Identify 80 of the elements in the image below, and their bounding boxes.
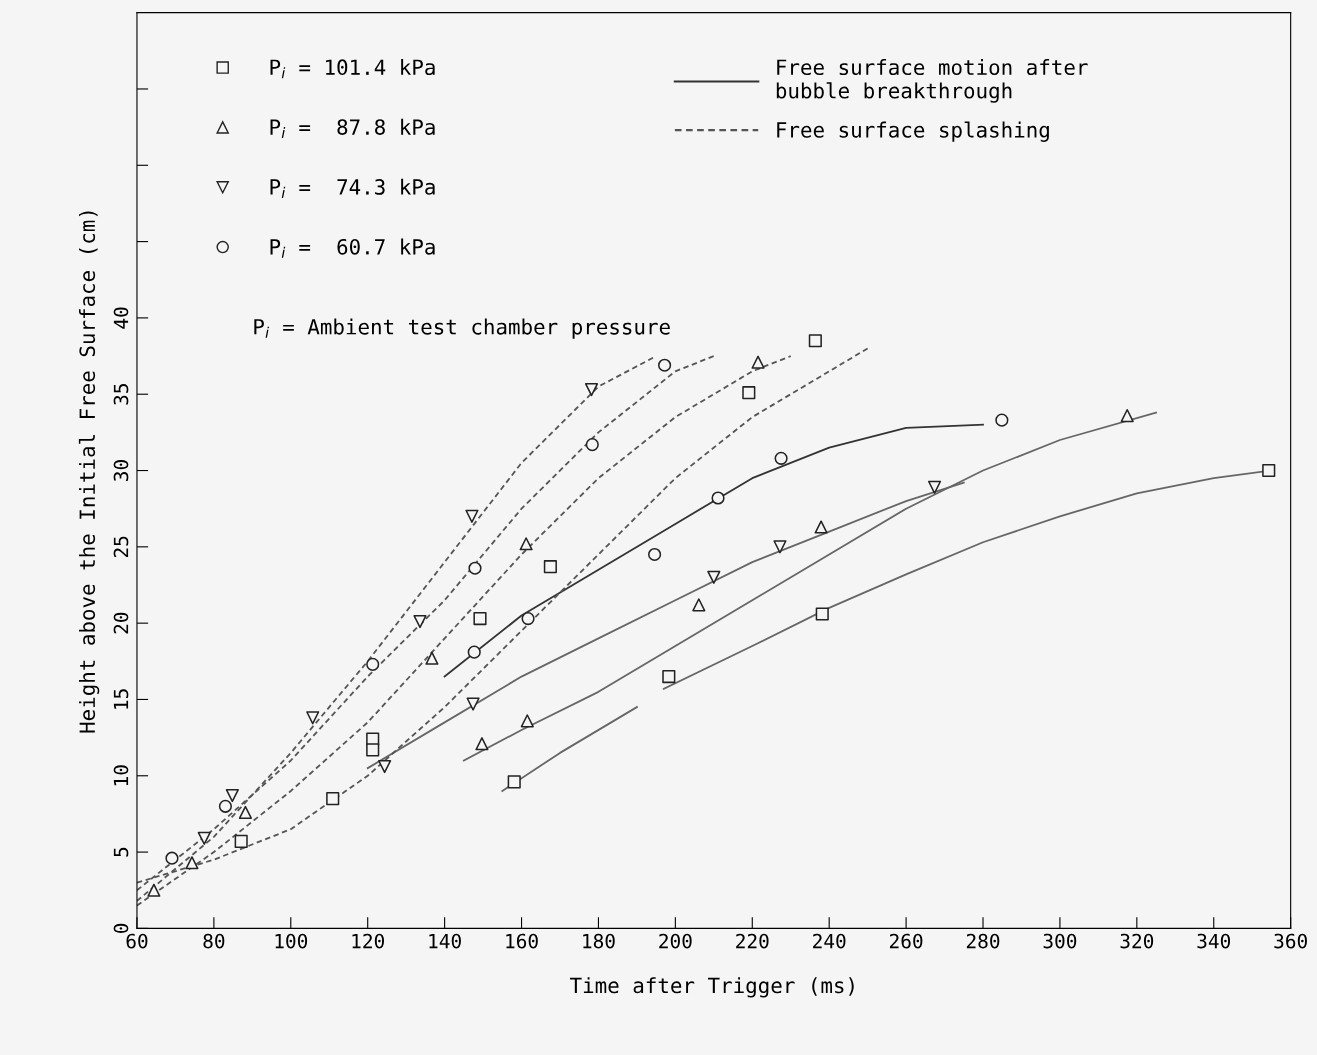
x-tick-label: 320 bbox=[1120, 933, 1154, 949]
legend-label: P$_{i}$ = 87.8 kPa bbox=[270, 118, 435, 139]
point bbox=[692, 598, 706, 612]
point bbox=[507, 775, 521, 789]
legend-label: Free surface motion after bubble breakthrough bbox=[776, 58, 1088, 103]
annotation: P$_{i}$ = Ambient test chamber pressure bbox=[254, 318, 670, 339]
y-tick-label: 10 bbox=[113, 765, 129, 786]
point bbox=[475, 737, 489, 751]
point bbox=[773, 540, 787, 554]
x-tick-label: 180 bbox=[583, 933, 615, 949]
y-tick-label: 20 bbox=[113, 612, 129, 634]
point bbox=[468, 561, 482, 575]
point bbox=[306, 711, 320, 725]
y-tick-label: 15 bbox=[113, 689, 129, 709]
y-axis-title: Height above the Initial Free Surface (cm) bbox=[78, 211, 100, 733]
point bbox=[742, 386, 756, 400]
line-series bbox=[443, 423, 984, 678]
point bbox=[774, 451, 788, 465]
point bbox=[234, 834, 248, 848]
point bbox=[197, 831, 211, 845]
y-tick-label: 40 bbox=[113, 307, 129, 329]
point bbox=[751, 355, 765, 369]
x-tick-label: 60 bbox=[126, 933, 148, 949]
point bbox=[662, 669, 676, 684]
point bbox=[707, 570, 721, 584]
legend-label: P$_{i}$ = 101.4 kPa bbox=[270, 58, 435, 79]
point bbox=[366, 657, 380, 671]
x-tick-label: 220 bbox=[736, 933, 769, 949]
y-tick-label: 25 bbox=[113, 536, 129, 558]
point bbox=[366, 743, 380, 757]
point bbox=[815, 607, 829, 621]
point bbox=[648, 547, 662, 562]
point bbox=[1120, 409, 1134, 423]
point bbox=[814, 520, 828, 534]
legend-label: Free surface splashing bbox=[777, 121, 1049, 142]
point bbox=[466, 697, 480, 711]
point bbox=[425, 651, 439, 665]
point bbox=[520, 714, 534, 728]
x-tick-label: 200 bbox=[659, 933, 692, 949]
point bbox=[543, 560, 557, 574]
point bbox=[165, 851, 179, 865]
x-tick-label: 240 bbox=[813, 933, 846, 949]
point bbox=[326, 792, 340, 806]
point bbox=[467, 645, 481, 659]
point bbox=[995, 413, 1009, 427]
point bbox=[225, 789, 239, 803]
legend-label: P$_{i}$ = 60.7 kPa bbox=[270, 238, 435, 258]
x-axis-title: Time after Trigger (ms) bbox=[570, 977, 854, 998]
point bbox=[473, 611, 487, 626]
y-tick-label: 0 bbox=[113, 923, 129, 933]
point bbox=[465, 509, 479, 523]
x-tick-label: 80 bbox=[203, 933, 225, 949]
point bbox=[711, 491, 725, 505]
point bbox=[238, 805, 252, 819]
point bbox=[584, 383, 599, 397]
x-tick-label: 340 bbox=[1197, 933, 1231, 949]
legend-label: P$_{i}$ = 74.3 kPa bbox=[270, 178, 435, 198]
point bbox=[808, 334, 822, 348]
y-tick-label: 5 bbox=[113, 847, 129, 857]
x-tick-label: 100 bbox=[275, 933, 308, 949]
point bbox=[413, 615, 427, 629]
x-tick-label: 260 bbox=[889, 933, 923, 949]
x-tick-label: 140 bbox=[429, 933, 461, 949]
y-tick-label: 30 bbox=[113, 460, 129, 481]
point bbox=[1262, 463, 1276, 478]
point bbox=[927, 480, 942, 494]
x-tick-label: 360 bbox=[1274, 933, 1307, 949]
point bbox=[218, 799, 232, 813]
point bbox=[585, 438, 599, 452]
point bbox=[519, 537, 533, 551]
point bbox=[521, 611, 535, 626]
x-tick-label: 300 bbox=[1043, 933, 1077, 949]
x-tick-label: 280 bbox=[966, 933, 1000, 949]
x-tick-label: 160 bbox=[506, 933, 538, 949]
y-tick-label: 35 bbox=[113, 384, 129, 405]
point bbox=[378, 760, 392, 774]
point bbox=[147, 883, 161, 897]
point bbox=[658, 358, 672, 372]
point bbox=[185, 856, 199, 870]
x-tick-label: 120 bbox=[352, 933, 385, 949]
